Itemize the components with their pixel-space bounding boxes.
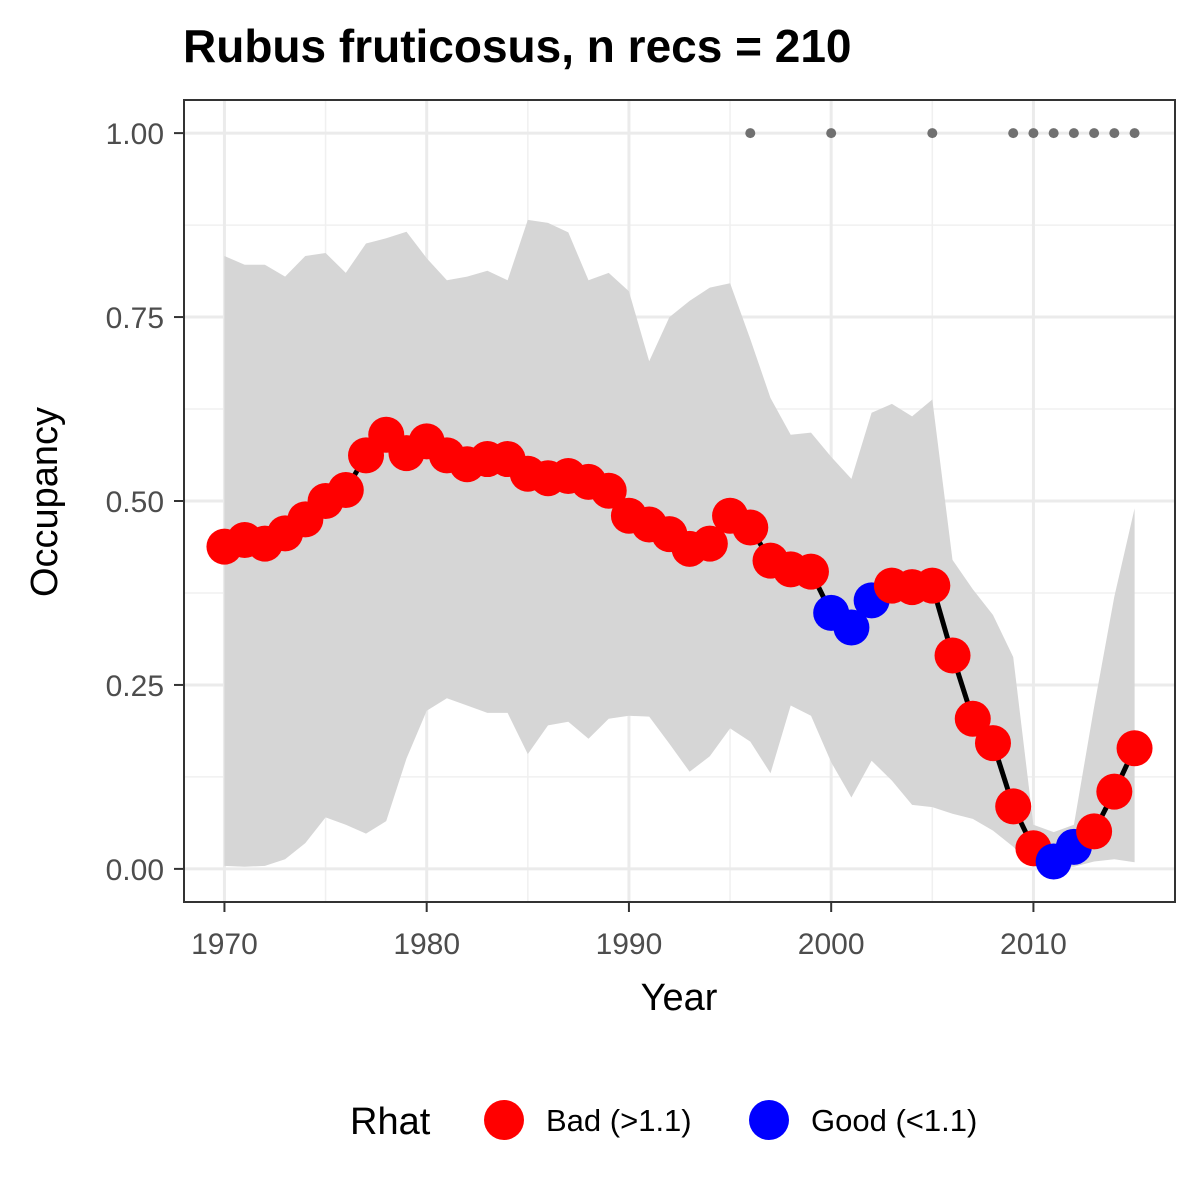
- data-point-2005: [914, 567, 951, 604]
- record-marker-2010: [1028, 128, 1039, 139]
- x-tick-label: 1980: [393, 928, 460, 961]
- record-marker-2000: [826, 128, 837, 139]
- record-marker-1996: [745, 128, 756, 139]
- record-marker-2005: [927, 128, 938, 139]
- data-point-2014: [1096, 773, 1133, 810]
- data-point-2009: [995, 788, 1032, 825]
- data-point-1989: [590, 472, 627, 509]
- legend-label-bad: Bad (>1.1): [546, 1103, 692, 1138]
- data-point-2001: [833, 609, 870, 646]
- data-point-1996: [732, 509, 769, 546]
- record-marker-2011: [1048, 128, 1059, 139]
- legend-label-good: Good (<1.1): [811, 1103, 977, 1138]
- y-tick-label: 1.00: [106, 118, 164, 151]
- x-tick-label: 1990: [596, 928, 663, 961]
- legend: Rhat Bad (>1.1) Good (<1.1): [350, 1100, 977, 1143]
- data-point-1999: [792, 553, 829, 590]
- y-tick-label: 0.75: [106, 302, 164, 335]
- data-point-2006: [934, 637, 971, 674]
- x-tick-label: 1970: [191, 928, 258, 961]
- x-axis-title: Year: [641, 977, 718, 1019]
- data-point-2015: [1116, 730, 1153, 767]
- x-axis: 1970 1980 1990 2000 2010: [191, 902, 1067, 961]
- occupancy-points: [206, 416, 1153, 880]
- legend-key-bad: [484, 1100, 524, 1140]
- y-axis: 0.00 0.25 0.50 0.75 1.00: [106, 118, 184, 887]
- record-marker-2013: [1089, 128, 1100, 139]
- y-tick-label: 0.00: [106, 854, 164, 887]
- record-marker-2009: [1008, 128, 1019, 139]
- y-tick-label: 0.50: [106, 486, 164, 519]
- data-point-2013: [1076, 813, 1113, 850]
- legend-title: Rhat: [350, 1101, 431, 1143]
- chart-title: Rubus fruticosus, n recs = 210: [183, 20, 852, 72]
- y-axis-title: Occupancy: [24, 407, 66, 597]
- data-point-1976: [327, 471, 364, 508]
- record-marker-2014: [1109, 128, 1120, 139]
- x-tick-label: 2000: [798, 928, 865, 961]
- record-markers: [745, 128, 1140, 139]
- record-marker-2015: [1129, 128, 1140, 139]
- y-tick-label: 0.25: [106, 670, 164, 703]
- data-point-2007: [954, 700, 991, 737]
- x-tick-label: 2010: [1000, 928, 1067, 961]
- data-point-1994: [691, 525, 728, 562]
- record-marker-2012: [1068, 128, 1079, 139]
- legend-key-good: [749, 1100, 789, 1140]
- data-point-2008: [974, 725, 1011, 762]
